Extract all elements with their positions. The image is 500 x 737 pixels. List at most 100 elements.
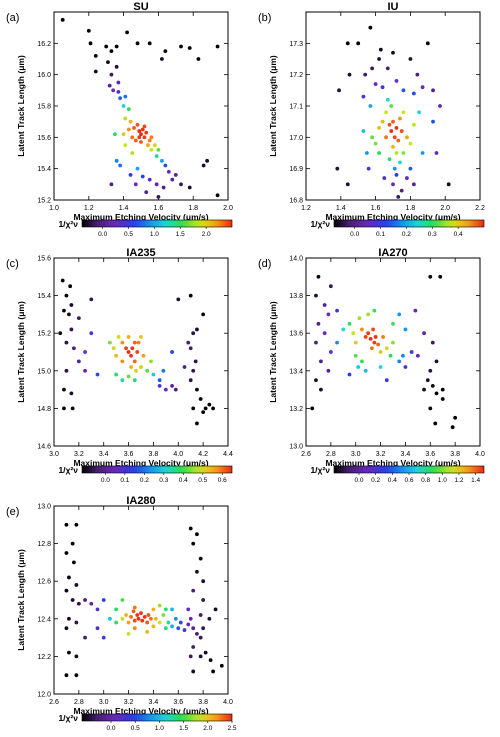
data-point [215,193,220,198]
data-point [67,312,71,317]
data-point [149,616,153,621]
data-point [378,365,383,369]
data-point [188,526,193,531]
data-point [195,532,199,537]
data-point [191,331,196,336]
data-point [74,583,79,587]
data-point [179,44,183,49]
data-point [173,387,178,392]
data-point [123,116,128,121]
x-tick-label: 2.2 [475,205,485,212]
x-tick-label: 2.6 [301,451,311,458]
data-point [422,387,426,392]
x-tick-label: 3.0 [351,451,361,458]
data-point [391,340,395,345]
data-point [384,346,389,351]
data-point [120,340,125,345]
data-point [139,335,143,339]
data-point [373,82,378,86]
data-point [420,85,425,90]
data-point [86,28,91,33]
y-tick-label: 17.2 [289,72,303,79]
data-point [201,163,206,168]
data-point [74,673,79,678]
data-point [124,613,128,617]
data-point [368,104,373,108]
data-point [398,116,402,121]
data-point [188,378,193,383]
data-point [413,308,418,313]
data-point [371,327,376,332]
data-point [129,615,133,619]
x-axis-label: Maximum Etching Velocity (μm/s) [73,212,208,222]
data-point [411,91,416,96]
data-point [111,88,116,93]
data-point [118,96,123,101]
data-point [335,166,340,171]
data-point [385,66,390,71]
data-point [440,397,445,401]
data-point [191,588,196,593]
data-point [182,628,187,632]
data-point [433,421,438,426]
data-point [161,185,166,190]
y-tick-label: 13.6 [289,331,303,338]
colorbar-label: 1/χ²ν [58,465,78,475]
data-point [89,601,94,606]
data-point [446,182,451,187]
data-point [394,126,399,130]
data-point [142,124,147,129]
data-point [159,57,164,61]
data-point [88,41,93,46]
y-axis-label: Latent Track Length (μm) [16,55,26,157]
data-point [114,353,119,358]
data-point [114,372,119,377]
data-point [113,132,117,137]
data-point [136,616,141,621]
data-point [384,378,389,383]
data-point [388,353,393,358]
x-tick-label: 3.6 [173,699,183,706]
data-point [95,372,100,377]
y-tick-label: 15.2 [37,198,51,205]
data-point [360,359,364,364]
x-tick-label: 2.8 [326,451,336,458]
data-point [125,30,129,35]
colorbar-tick-label: 1.0 [438,477,447,484]
data-point [147,138,152,143]
data-point [64,551,69,555]
data-point [415,72,420,77]
y-tick-label: 17.0 [289,135,303,142]
data-point [130,151,135,155]
plot-frame [53,505,229,695]
data-point [316,321,321,326]
y-tick-label: 14.0 [289,256,303,263]
data-point [179,182,183,187]
data-point [405,135,409,140]
data-point [408,141,413,146]
data-point [149,135,154,140]
colorbar-tick-label: 1.2 [454,477,463,484]
data-point [120,378,125,383]
x-tick-label: 3.8 [450,451,460,458]
data-point [67,616,71,621]
colorbar-tick-label: 0.6 [218,477,227,484]
data-point [310,406,315,411]
x-tick-label: 2.6 [49,699,59,706]
data-point [363,72,368,77]
data-point [213,607,218,612]
y-tick-label: 13.0 [37,504,51,511]
data-point [368,25,373,30]
data-point [201,410,206,415]
data-point [382,176,387,180]
data-point [135,41,140,46]
x-tick-label: 1.4 [119,205,129,212]
data-point [438,104,442,108]
data-point [408,57,413,61]
data-point [136,340,141,345]
data-point [356,41,361,46]
data-point [109,49,114,54]
data-point [151,607,156,612]
panel-label: (a) [6,12,19,24]
scatter-panel-2: (b) IU 1.2 1.4 1.6 1.8 2.0 2.2 16.8 16.9 17.0 17.1 1… [258,1,485,238]
